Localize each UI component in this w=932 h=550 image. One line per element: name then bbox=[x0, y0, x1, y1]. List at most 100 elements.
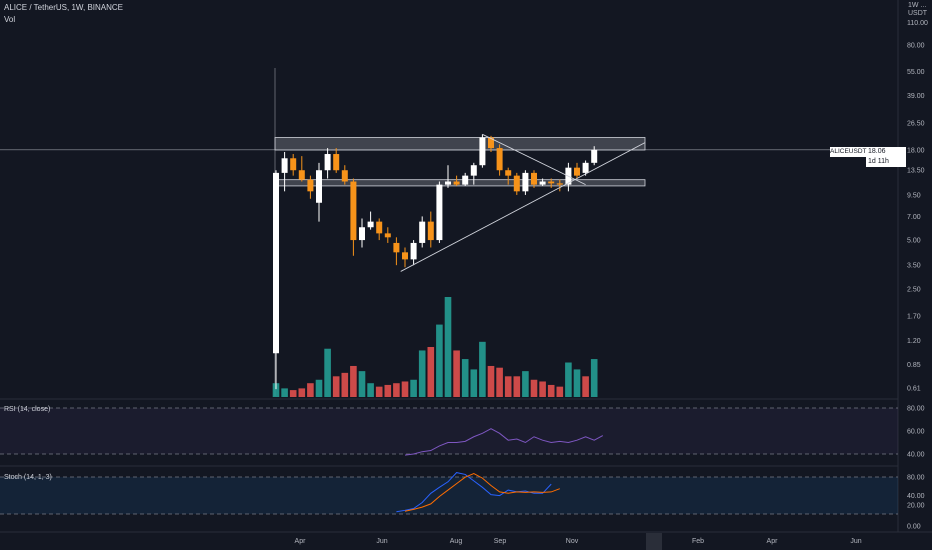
candle bbox=[359, 218, 365, 248]
volume-bar bbox=[281, 388, 288, 397]
time-tick-label: Aug bbox=[450, 538, 463, 545]
volume-bar bbox=[384, 384, 392, 397]
rsi-band bbox=[0, 408, 898, 454]
candle bbox=[393, 237, 400, 266]
candle bbox=[513, 172, 520, 195]
price-tick-label: 18.00 bbox=[907, 148, 925, 155]
volume-bar bbox=[393, 383, 400, 397]
rsi-tick-label: 80.00 bbox=[907, 406, 925, 413]
volume-bar bbox=[418, 350, 426, 397]
time-tick-label: Apr bbox=[767, 538, 779, 545]
volume-bar bbox=[530, 379, 538, 397]
volume-bar bbox=[479, 341, 486, 397]
candle bbox=[367, 211, 374, 230]
candle bbox=[350, 178, 357, 256]
price-axis-top: 1W ... bbox=[908, 2, 926, 9]
volume-bar bbox=[324, 348, 331, 397]
candle bbox=[522, 170, 529, 195]
time-axis-highlight bbox=[646, 533, 662, 550]
candle bbox=[384, 227, 391, 243]
volume-bar bbox=[496, 367, 503, 397]
stoch-tick-label: 0.00 bbox=[907, 524, 921, 531]
volume-bar bbox=[358, 371, 366, 397]
price-tick-label: 9.50 bbox=[907, 192, 921, 199]
candle bbox=[445, 165, 451, 188]
stoch-tick-label: 20.00 bbox=[907, 502, 925, 509]
price-tick-label: 13.50 bbox=[907, 168, 925, 175]
volume-bar bbox=[453, 350, 460, 397]
price-tick-label: 0.85 bbox=[907, 362, 921, 369]
volume-bar bbox=[582, 376, 589, 397]
volume-bar bbox=[556, 386, 564, 397]
volume-label: Vol bbox=[4, 15, 16, 24]
volume-bar bbox=[298, 388, 306, 397]
time-tick-label: Feb bbox=[692, 538, 704, 545]
volume-bar bbox=[522, 371, 529, 397]
candle bbox=[591, 146, 598, 166]
candle bbox=[556, 179, 563, 192]
chart-title: ALICE / TetherUS, 1W, BINANCE bbox=[4, 3, 124, 12]
volume-bar bbox=[307, 383, 314, 397]
stoch-d-line bbox=[404, 472, 560, 512]
time-tick-label: Sep bbox=[494, 538, 507, 545]
volume-bar bbox=[341, 372, 349, 397]
descending-trendline[interactable] bbox=[482, 133, 586, 186]
volume-bar bbox=[350, 365, 357, 397]
candle bbox=[470, 162, 477, 185]
ascending-trendline[interactable] bbox=[400, 142, 646, 272]
stoch-band bbox=[0, 477, 898, 514]
volume-bar bbox=[401, 381, 409, 397]
volume-bar bbox=[513, 376, 521, 397]
candle bbox=[419, 216, 426, 248]
volume-bar bbox=[539, 381, 546, 397]
last-price-symbol: ALICEUSDT bbox=[830, 147, 867, 157]
candle bbox=[582, 160, 589, 176]
candle bbox=[376, 218, 383, 241]
volume-bar bbox=[470, 369, 478, 397]
candle bbox=[402, 247, 408, 268]
candle bbox=[273, 170, 279, 390]
time-tick-label: Jun bbox=[850, 538, 861, 545]
candle bbox=[574, 162, 580, 179]
volume-bar bbox=[444, 297, 452, 397]
candle bbox=[316, 162, 322, 222]
rsi-label: RSI (14, close) bbox=[4, 406, 50, 413]
volume-bar bbox=[315, 379, 323, 397]
volume-bar bbox=[332, 376, 340, 397]
price-tick-label: 55.00 bbox=[907, 69, 925, 76]
price-tick-label: 7.00 bbox=[907, 214, 921, 221]
time-tick-label: Apr bbox=[295, 538, 307, 545]
resistance-zone[interactable] bbox=[274, 137, 646, 151]
volume-bar bbox=[410, 379, 417, 397]
candle bbox=[410, 240, 417, 266]
stoch-tick-label: 80.00 bbox=[907, 475, 925, 482]
candle bbox=[307, 175, 314, 199]
price-tick-label: 1.20 bbox=[907, 338, 921, 345]
candle bbox=[453, 175, 460, 186]
last-price-countdown: 1d 11h bbox=[868, 158, 889, 165]
price-tick-label: 26.50 bbox=[907, 120, 925, 127]
candle bbox=[496, 144, 503, 176]
candle bbox=[479, 134, 486, 168]
volume-bar bbox=[367, 383, 374, 397]
candle bbox=[290, 154, 297, 176]
stoch-k-line bbox=[396, 472, 552, 513]
candle bbox=[531, 170, 537, 188]
price-axis-currency: USDT bbox=[908, 10, 928, 17]
rsi-tick-label: 40.00 bbox=[907, 452, 925, 459]
volume-bar bbox=[375, 386, 383, 397]
rsi-line bbox=[404, 428, 604, 456]
volume-bar bbox=[504, 376, 512, 397]
volume-bar bbox=[565, 362, 572, 397]
volume-bar bbox=[427, 347, 435, 397]
candle bbox=[281, 151, 288, 192]
price-tick-label: 110.00 bbox=[907, 20, 928, 27]
price-tick-label: 0.61 bbox=[907, 386, 921, 393]
price-tick-label: 5.00 bbox=[907, 238, 921, 245]
price-tick-label: 3.50 bbox=[907, 263, 921, 270]
stoch-label: Stoch (14, 1, 3) bbox=[4, 474, 52, 481]
support-zone[interactable] bbox=[274, 179, 646, 187]
price-tick-label: 2.50 bbox=[907, 286, 921, 293]
volume-bar bbox=[436, 324, 443, 397]
